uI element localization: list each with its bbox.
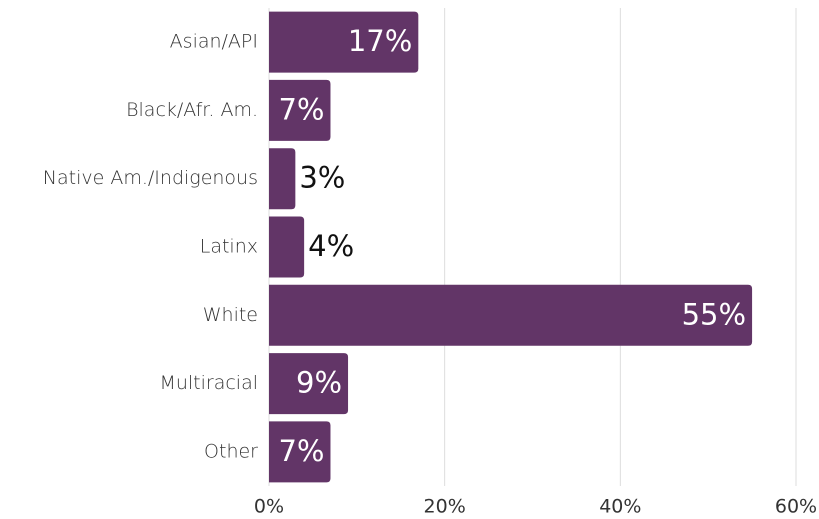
bar (269, 284, 753, 346)
bar (269, 216, 305, 278)
category-label: Other (204, 440, 258, 462)
x-tick-label: 20% (424, 496, 466, 518)
category-label: Native Am./Indigenous (43, 167, 258, 189)
x-tick-label: 40% (599, 496, 641, 518)
value-label: 9% (296, 366, 342, 400)
value-label: 3% (299, 161, 345, 195)
bar (269, 148, 296, 210)
value-label: 7% (278, 92, 324, 126)
category-label: Asian/API (170, 31, 258, 53)
bar (269, 11, 419, 73)
category-label: Black/Afr. Am. (126, 99, 258, 121)
value-label: 4% (308, 229, 354, 263)
value-label: 17% (348, 24, 412, 58)
bar (269, 79, 331, 141)
value-label: 55% (682, 297, 746, 331)
x-tick-label: 60% (775, 496, 817, 518)
value-label: 7% (278, 434, 324, 468)
category-label: Multiracial (159, 372, 258, 394)
category-label: Latinx (200, 236, 258, 258)
category-label: White (203, 304, 258, 326)
bar (269, 421, 331, 483)
x-tick-label: 0% (254, 496, 284, 518)
bar (269, 353, 349, 415)
